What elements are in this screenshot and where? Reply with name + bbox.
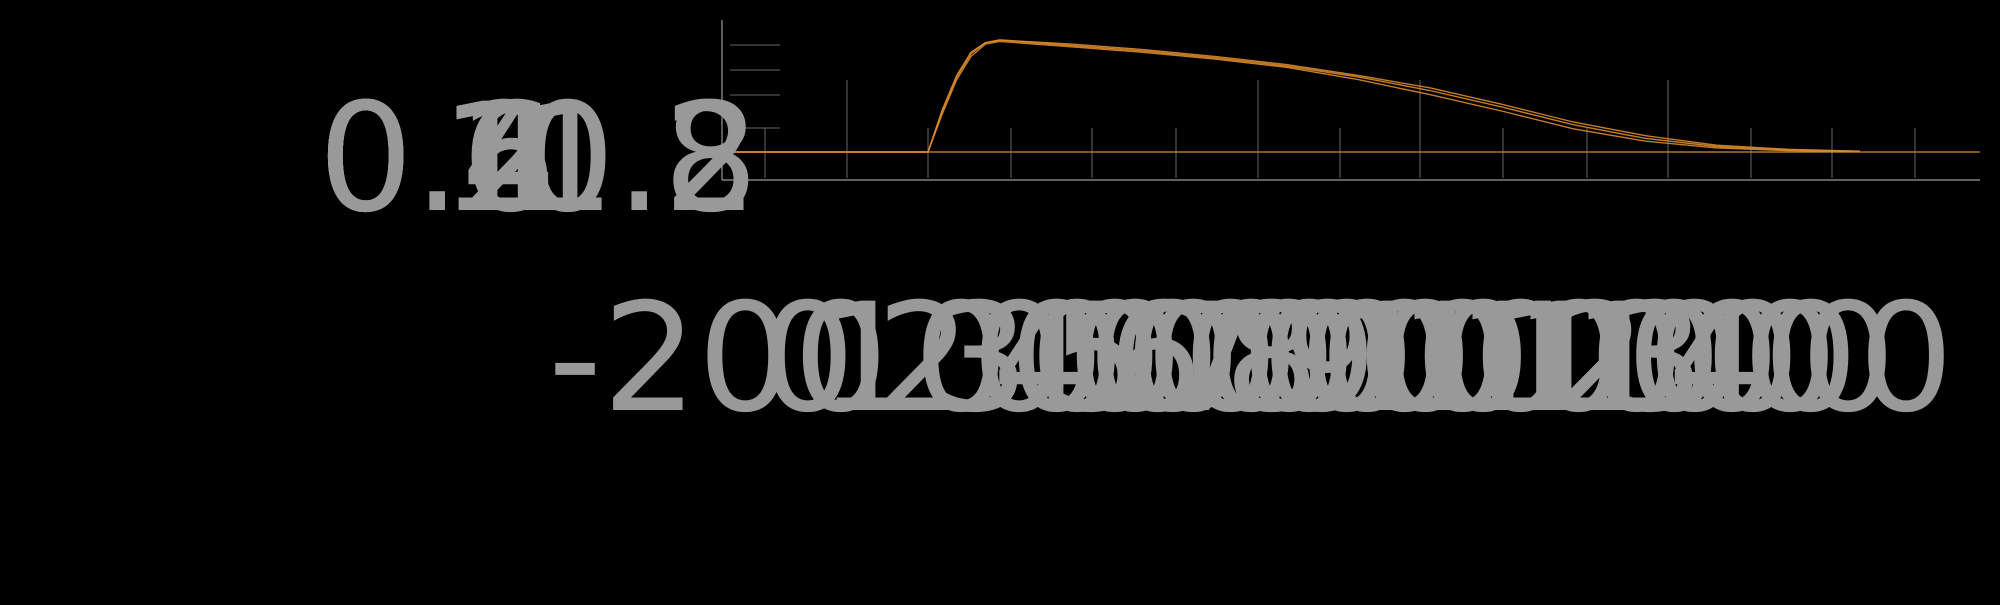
series-line-1 [722, 40, 1860, 152]
y-tick-label: 1.2 [520, 72, 759, 246]
grid [765, 80, 1915, 178]
series-line-3 [722, 40, 1860, 152]
y-tick-labels: 00.20.40.60.811.2 [318, 72, 759, 246]
x-tick-label: 1400 [1572, 272, 1954, 446]
series-line-2 [722, 41, 1860, 152]
x-tick-labels: -200010020030040050060070080090010001100… [548, 272, 1954, 446]
series-lines [722, 40, 1860, 152]
axes [722, 20, 1980, 180]
